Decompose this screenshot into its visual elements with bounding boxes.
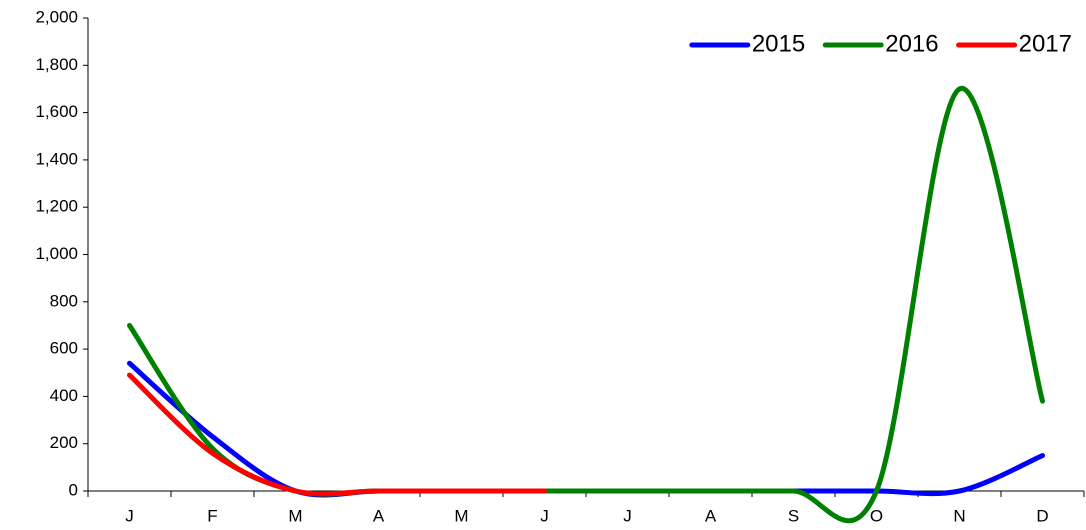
x-tick-label: J [125,506,134,525]
y-tick-label: 1,200 [35,197,78,216]
x-tick-label: S [788,506,799,525]
x-tick-label: D [1036,506,1048,525]
x-tick-label: A [705,506,717,525]
x-tick-label: J [623,506,632,525]
line-series [127,360,1045,498]
y-tick-label: 1,400 [35,149,78,168]
line-series [127,86,1045,524]
x-tick-label: M [454,506,468,525]
y-tick-label: 1,600 [35,102,78,121]
x-tick-label: N [953,506,965,525]
x-tick-label: A [373,506,385,525]
x-tick-label: F [207,506,217,525]
legend-label: 2016 [885,30,938,57]
x-tick-label: O [870,506,883,525]
legend-label: 2017 [1019,30,1072,57]
y-tick-label: 800 [50,291,78,310]
x-tick-label: M [288,506,302,525]
y-tick-label: 600 [50,339,78,358]
x-tick-label: J [540,506,549,525]
y-tick-label: 200 [50,433,78,452]
y-tick-label: 1,000 [35,244,78,263]
y-tick-label: 2,000 [35,7,78,26]
legend-label: 2015 [752,30,805,57]
line-series [127,372,547,497]
legend: 2017 2016 2015 [689,30,1072,57]
y-tick-label: 400 [50,386,78,405]
y-tick-label: 0 [69,480,78,499]
y-tick-label: 1,800 [35,55,78,74]
